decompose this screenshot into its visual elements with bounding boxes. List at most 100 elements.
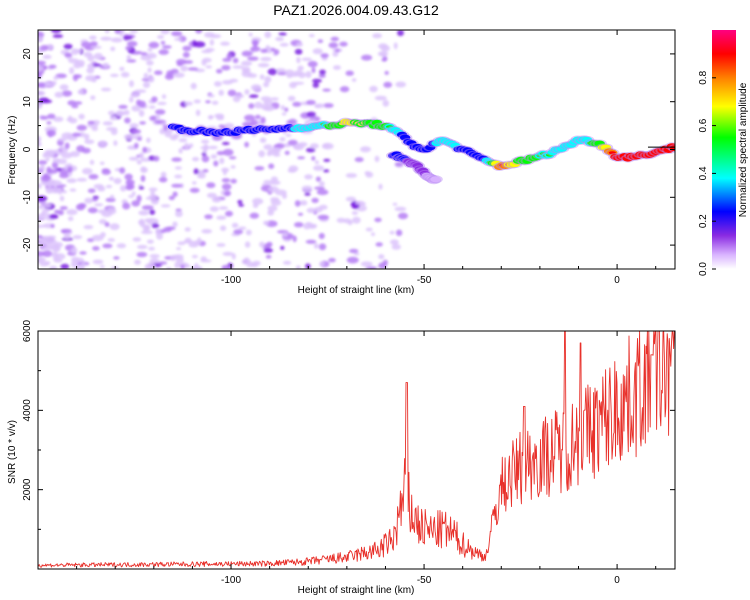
- noise-blob: [131, 200, 141, 207]
- noise-blob: [61, 152, 73, 159]
- noise-blob: [51, 161, 59, 169]
- noise-blob: [242, 121, 254, 128]
- noise-blob: [267, 68, 277, 76]
- noise-blob: [221, 264, 232, 269]
- noise-blob: [392, 202, 398, 206]
- noise-blob: [266, 151, 272, 157]
- noise-blob: [75, 49, 82, 53]
- noise-blob: [98, 219, 107, 225]
- noise-blob: [67, 216, 74, 221]
- noise-blob: [251, 262, 259, 268]
- noise-blob: [202, 169, 209, 173]
- noise-blob: [258, 150, 266, 158]
- noise-blob: [206, 192, 217, 199]
- noise-blob: [201, 155, 210, 163]
- noise-blob: [361, 54, 373, 61]
- noise-blob: [389, 239, 399, 245]
- noise-blob: [220, 225, 227, 231]
- noise-blob: [143, 72, 149, 80]
- noise-blob: [92, 63, 102, 67]
- noise-blob: [248, 32, 253, 37]
- noise-blob: [311, 156, 316, 161]
- noise-blob: [227, 89, 237, 97]
- noise-blob: [296, 265, 301, 269]
- y-tick-label: 0: [22, 146, 33, 152]
- noise-blob: [205, 47, 215, 52]
- noise-blob: [311, 197, 319, 203]
- noise-blob: [91, 76, 97, 83]
- noise-blob: [84, 197, 93, 204]
- noise-blob: [80, 262, 86, 267]
- noise-blob: [369, 85, 378, 93]
- noise-blob: [73, 101, 83, 105]
- noise-blob: [336, 217, 346, 223]
- noise-blob: [119, 66, 125, 71]
- noise-blob: [125, 179, 135, 185]
- noise-blob: [120, 71, 130, 78]
- noise-blob: [46, 129, 56, 137]
- noise-blob: [136, 195, 142, 202]
- x-tick-label: 0: [614, 275, 620, 286]
- noise-blob: [282, 260, 292, 265]
- noise-blob: [129, 30, 138, 34]
- noise-blob: [109, 223, 120, 231]
- noise-blob: [118, 104, 128, 109]
- snr-series-line: [38, 331, 675, 568]
- noise-blob: [120, 185, 127, 192]
- noise-blob: [281, 112, 287, 116]
- noise-blob: [140, 52, 148, 56]
- snr-y-axis: 2000 4000 6000: [22, 319, 675, 530]
- noise-blob: [100, 87, 112, 92]
- noise-blob: [87, 238, 95, 243]
- noise-blob: [384, 70, 389, 75]
- noise-blob: [188, 143, 194, 148]
- noise-blob: [68, 115, 73, 121]
- noise-blob: [201, 229, 213, 234]
- noise-blob: [312, 78, 322, 83]
- noise-blob: [292, 235, 297, 243]
- noise-blob: [312, 48, 323, 55]
- noise-blob: [354, 157, 364, 163]
- noise-blob: [279, 137, 286, 142]
- noise-blob: [59, 195, 65, 202]
- noise-blob: [193, 41, 206, 48]
- colorbar: 0.0 0.2 0.4 0.6 0.8 Normalized spectral ampl…: [698, 30, 749, 276]
- noise-blob: [275, 36, 284, 42]
- noise-blob: [243, 257, 250, 262]
- noise-blob: [163, 124, 168, 131]
- noise-blob: [50, 30, 62, 34]
- noise-blob: [174, 37, 183, 41]
- noise-blob: [125, 184, 134, 191]
- x-tick-label: 0: [614, 575, 620, 586]
- noise-blob: [84, 139, 95, 145]
- noise-blob: [248, 94, 259, 98]
- noise-blob: [264, 31, 272, 39]
- noise-blob: [268, 163, 275, 169]
- noise-blob: [280, 245, 285, 250]
- noise-blob: [230, 165, 236, 169]
- noise-blob: [42, 250, 53, 257]
- noise-blob: [77, 89, 85, 95]
- noise-blob: [381, 58, 388, 62]
- noise-blob: [173, 254, 184, 260]
- noise-blob: [63, 43, 73, 50]
- noise-blob: [67, 100, 76, 106]
- noise-blob: [38, 60, 47, 65]
- noise-blob: [208, 145, 218, 150]
- noise-blob: [264, 76, 272, 83]
- noise-blob: [307, 223, 318, 229]
- noise-blob: [100, 265, 105, 268]
- noise-blob: [209, 206, 219, 212]
- noise-blob: [218, 89, 224, 96]
- noise-blob: [60, 263, 70, 269]
- noise-blob: [158, 176, 168, 183]
- noise-blob: [215, 115, 224, 120]
- noise-blob: [48, 64, 57, 69]
- noise-blob: [270, 199, 282, 206]
- noise-blob: [71, 104, 79, 109]
- noise-blob: [39, 261, 49, 267]
- noise-blob: [129, 80, 134, 88]
- noise-blob: [297, 156, 306, 160]
- noise-blob: [105, 127, 118, 131]
- noise-blob: [149, 115, 157, 121]
